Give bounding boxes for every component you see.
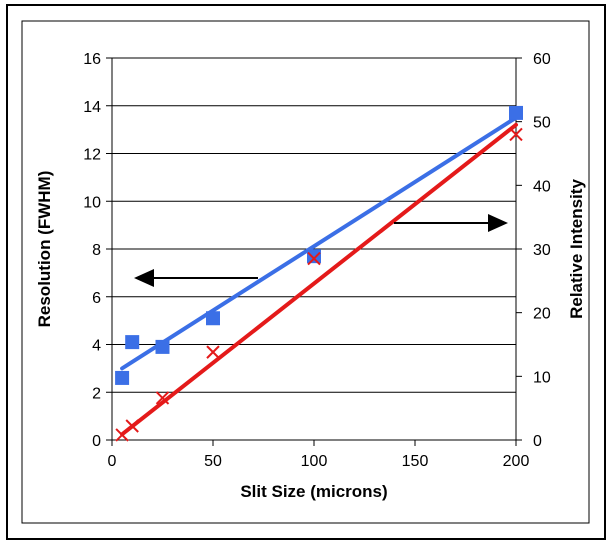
y2-axis-title: Relative Intensity [567,179,586,319]
square-marker [206,311,220,326]
y-axis-title: Resolution (FWHM) [35,171,54,328]
y-tick-label: 10 [83,194,101,211]
x-tick-label: 50 [204,453,222,470]
square-marker [115,370,130,385]
y-tick-label: 8 [92,242,101,259]
y2-tick-label: 50 [533,115,551,132]
annotation-arrows [134,214,508,287]
arrow-left-head [134,269,154,287]
square-marker [307,249,321,264]
y-tick-label: 16 [83,51,101,68]
tick-labels: 0 2 4 6 8 10 12 14 16 0 10 20 30 40 50 60 0 50 100 150 200 [83,51,551,470]
chart-frame [6,4,606,540]
x-tick-label: 150 [402,453,429,470]
square-marker [125,335,140,350]
y-tick-label: 4 [92,338,101,355]
trendline-left [120,115,518,371]
data-markers [115,105,523,442]
square-marker [509,105,523,120]
x-marker [206,345,220,359]
y-tick-label: 14 [83,99,101,116]
y2-tick-label: 40 [533,178,551,195]
y2-tick-label: 20 [533,306,551,323]
x-marker-stroke [307,251,321,266]
y-tick-label: 12 [83,147,101,164]
x-marker [509,127,523,142]
x-marker [307,251,321,266]
gridlines [112,105,516,393]
y-tick-label: 6 [92,290,101,307]
axis-ticks [106,57,522,446]
y2-tick-label: 0 [533,433,542,450]
x-marker [125,419,139,433]
y-tick-label: 0 [92,433,101,450]
square-marker [155,339,170,354]
chart-frame-inner [21,20,590,524]
x-tick-label: 0 [108,453,117,470]
y-tick-label: 2 [92,385,101,402]
y2-tick-label: 10 [533,369,551,386]
x-tick-label: 200 [503,453,530,470]
trendline-right [120,122,518,437]
x-marker-stroke [155,391,170,405]
x-tick-label: 100 [301,453,328,470]
x-marker [155,391,170,405]
x-axis-title: Slit Size (microns) [240,482,387,501]
y2-tick-label: 60 [533,51,551,68]
arrow-right-head [488,214,508,232]
y2-tick-label: 30 [533,242,551,259]
x-marker-stroke [509,127,523,142]
trendlines [120,115,518,437]
x-marker-stroke [206,345,220,359]
x-marker-stroke [125,419,139,433]
